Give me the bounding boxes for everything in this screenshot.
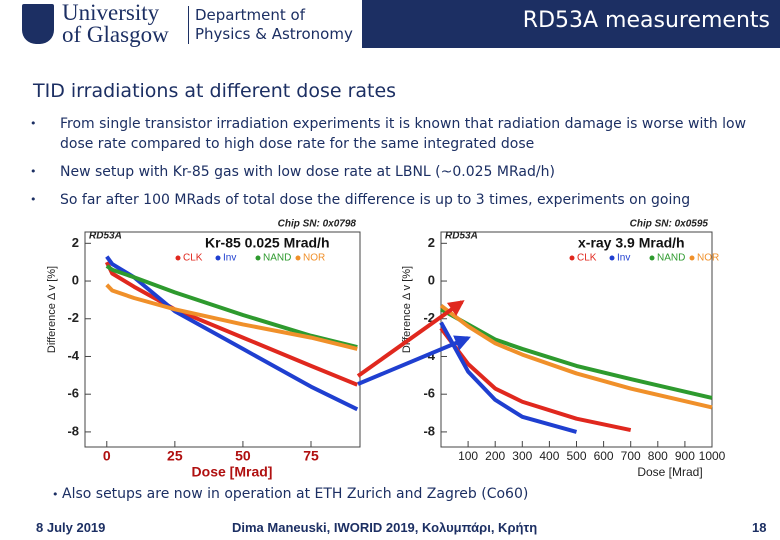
department-line: Department of [195,6,305,24]
header-bar: RD53A measurements [362,0,780,48]
x-tick-label: 100 [458,449,478,463]
legend-marker [569,255,575,261]
page-number: 18 [752,520,767,535]
x-tick-label: 500 [566,449,586,463]
footer-author: Dima Maneuski, IWORID 2019, Κολυμπάρι, Κ… [232,520,538,535]
arrow [357,335,471,386]
legend-marker [255,255,261,261]
x-tick-label: 700 [621,449,641,463]
plot-title: Kr-85 0.025 Mrad/h [205,235,330,251]
x-tick-label: 600 [594,449,614,463]
y-tick-label: 2 [72,235,79,250]
x-tick-label: 400 [539,449,559,463]
department-line: Physics & Astronomy [195,25,353,43]
plot-title: x-ray 3.9 Mrad/h [578,235,685,251]
header: University of Glasgow Department of Physic… [0,0,780,48]
legend-label: NOR [697,253,719,264]
y-tick-label: -2 [423,310,435,325]
y-tick-label: -6 [423,386,435,401]
legend-label: CLK [183,253,203,264]
y-tick-label: -4 [67,348,79,363]
logo-line: University [62,0,160,25]
x-tick-label: 900 [675,449,695,463]
footer-date: 8 July 2019 [36,520,106,535]
y-tick-label: -2 [67,310,79,325]
chip-label: Chip SN: 0x0798 [278,219,357,230]
department: Department of Physics & Astronomy [188,6,353,44]
x-tick-label: 0 [103,448,111,464]
series-line [439,326,632,432]
x-tick-label: 75 [303,448,319,464]
x-tick-label: 50 [235,448,251,464]
legend-label: Inv [617,253,630,264]
x-axis-label: Dose [Mrad] [637,465,702,479]
y-tick-label: -8 [67,423,79,438]
x-tick-label: 1000 [699,449,726,463]
legend-marker [215,255,221,261]
plot-frame [440,231,713,448]
legend-marker [689,255,695,261]
chip-label: Chip SN: 0x0595 [630,219,709,230]
crest [22,4,54,44]
y-tick-label: -8 [423,423,435,438]
y-axis-label: Difference Δ v [%] [401,266,413,353]
logo: University of Glasgow [62,0,169,47]
plot-frame [84,231,361,448]
x-tick-label: 200 [485,449,505,463]
bullet-list: From single transistor irradiation exper… [30,114,760,218]
plot-label: RD53A [89,231,122,242]
legend-label: CLK [577,253,597,264]
legend-label: NAND [263,253,291,264]
legend-marker [609,255,615,261]
series-line [439,303,713,410]
x-axis-label: Dose [Mrad] [192,464,273,480]
series-line [439,321,578,434]
legend-label: NAND [657,253,685,264]
y-tick-label: 0 [428,272,435,287]
series-line [105,283,358,351]
plot-label: RD53A [445,231,478,242]
legend-label: NOR [303,253,325,264]
y-axis-label: Difference Δ v [%] [46,266,58,353]
x-tick-label: 300 [512,449,532,463]
bullet: So far after 100 MRads of total dose the… [30,190,760,210]
x-tick-label: 800 [648,449,668,463]
bullet: New setup with Kr-85 gas with low dose r… [30,162,760,182]
y-tick-label: -6 [67,386,79,401]
y-tick-label: 2 [428,235,435,250]
header-title: RD53A measurements [522,8,770,33]
slide-title: TID irradiations at different dose rates [33,80,397,102]
logo-line: of Glasgow [62,22,169,47]
legend-marker [295,255,301,261]
y-tick-label: 0 [72,272,79,287]
legend-marker [649,255,655,261]
note: Also setups are now in operation at ETH … [52,486,528,502]
bullet: From single transistor irradiation exper… [30,114,760,154]
legend-marker [175,255,181,261]
arrow [356,300,465,378]
x-tick-label: 25 [167,448,183,464]
legend-label: Inv [223,253,236,264]
